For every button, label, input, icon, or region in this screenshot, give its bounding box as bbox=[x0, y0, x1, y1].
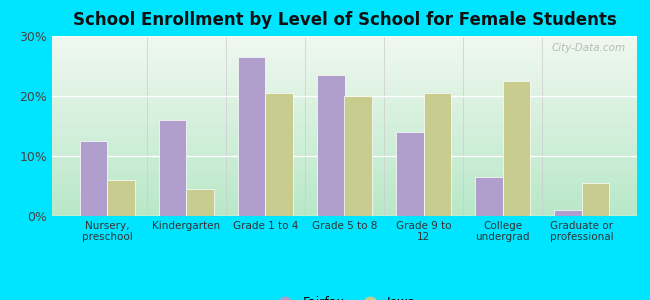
Bar bbox=[80, 141, 107, 216]
Bar bbox=[317, 75, 345, 216]
Legend: Fairfax, Iowa: Fairfax, Iowa bbox=[268, 291, 421, 300]
Bar bbox=[159, 120, 187, 216]
Bar bbox=[238, 57, 265, 216]
Bar bbox=[187, 189, 214, 216]
Bar bbox=[424, 93, 451, 216]
Bar bbox=[396, 132, 424, 216]
Bar bbox=[107, 180, 135, 216]
Bar bbox=[344, 96, 372, 216]
Title: School Enrollment by Level of School for Female Students: School Enrollment by Level of School for… bbox=[73, 11, 616, 29]
Bar bbox=[502, 81, 530, 216]
Text: City-Data.com: City-Data.com bbox=[551, 43, 625, 53]
Bar bbox=[554, 210, 582, 216]
Bar bbox=[265, 93, 293, 216]
Bar bbox=[475, 177, 502, 216]
Bar bbox=[582, 183, 609, 216]
